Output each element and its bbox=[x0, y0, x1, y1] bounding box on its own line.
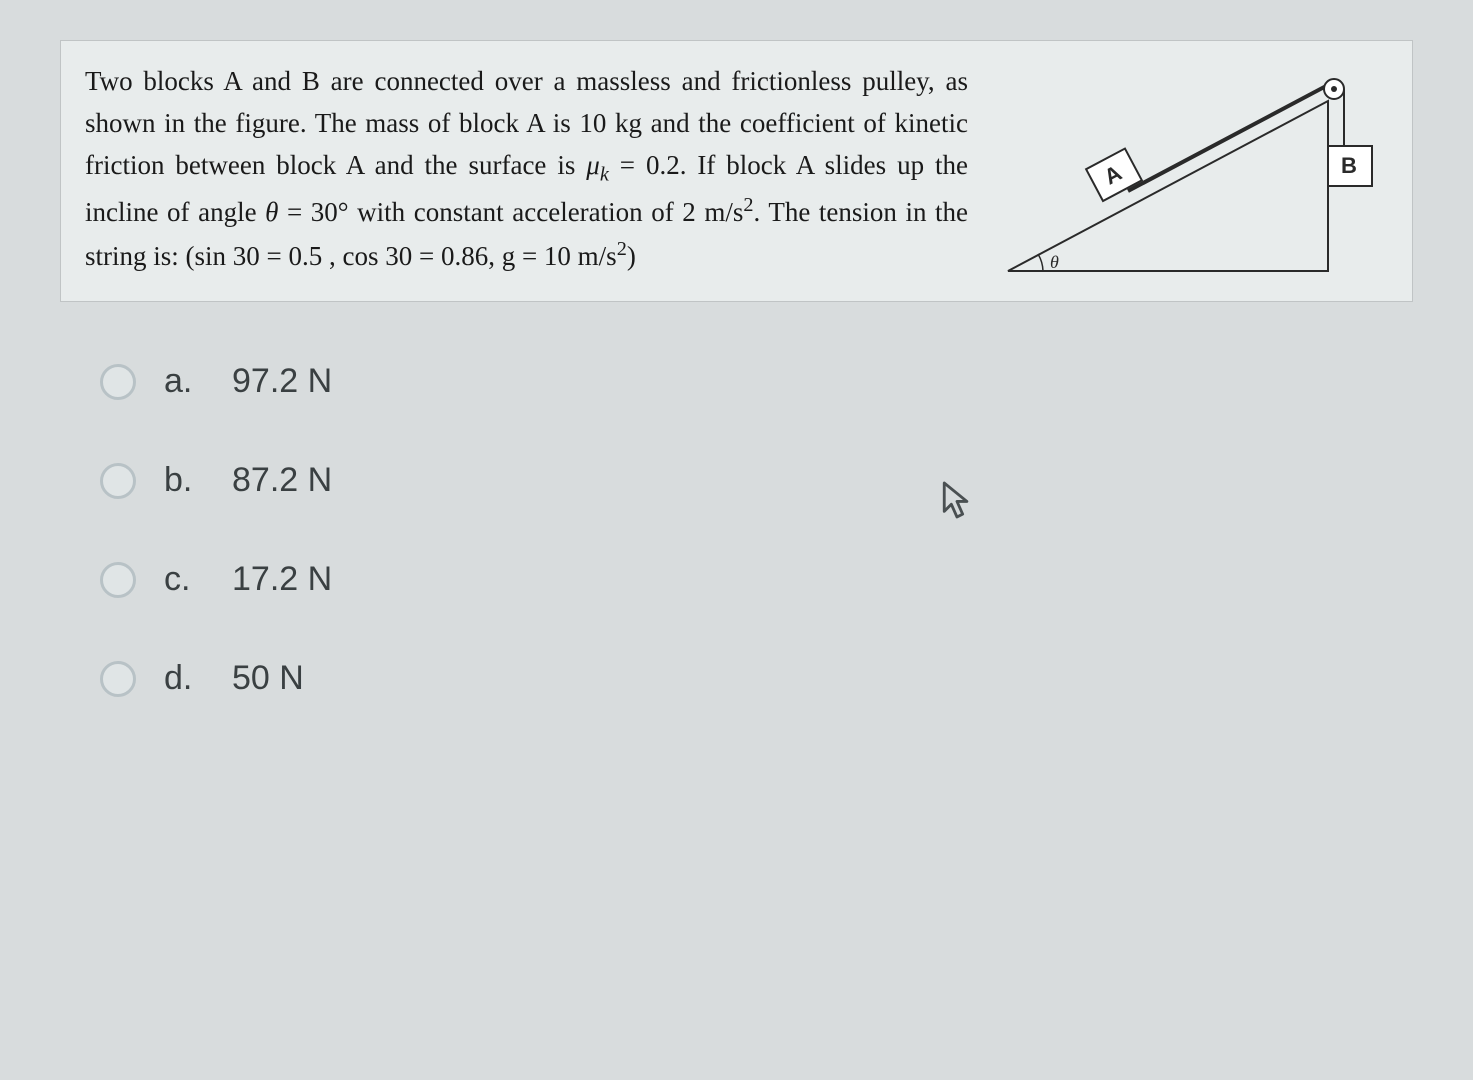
radio-icon[interactable] bbox=[100, 562, 136, 598]
options-list: a. 97.2 N b. 87.2 N c. 17.2 N d. 50 N bbox=[60, 362, 1413, 698]
radio-icon[interactable] bbox=[100, 661, 136, 697]
option-text: 17.2 N bbox=[232, 560, 332, 599]
option-text: 50 N bbox=[232, 659, 304, 698]
string-incline bbox=[1128, 85, 1328, 191]
squared-1: 2 bbox=[743, 194, 753, 216]
symbol-theta: θ bbox=[265, 197, 278, 227]
squared-2: 2 bbox=[617, 238, 627, 260]
option-letter: d. bbox=[164, 659, 204, 698]
option-row[interactable]: d. 50 N bbox=[100, 659, 1413, 698]
question-box: Two blocks A and B are connected over a … bbox=[60, 40, 1413, 302]
radio-icon[interactable] bbox=[100, 364, 136, 400]
block-b-label: B bbox=[1341, 153, 1357, 178]
incline-svg: θ A B bbox=[988, 71, 1388, 291]
angle-arc bbox=[1038, 254, 1043, 271]
option-letter: a. bbox=[164, 362, 204, 401]
incline-figure: θ A B bbox=[988, 61, 1388, 281]
block-b: B bbox=[1328, 146, 1372, 186]
option-row[interactable]: b. 87.2 N bbox=[100, 461, 1413, 500]
question-text: Two blocks A and B are connected over a … bbox=[85, 61, 968, 278]
radio-icon[interactable] bbox=[100, 463, 136, 499]
block-a: A bbox=[1086, 149, 1142, 201]
option-letter: c. bbox=[164, 560, 204, 599]
angle-label: θ bbox=[1050, 252, 1059, 272]
question-part-5: ) bbox=[627, 241, 636, 271]
cursor-icon bbox=[940, 480, 974, 520]
symbol-mu-sub: k bbox=[600, 163, 609, 185]
option-row[interactable]: c. 17.2 N bbox=[100, 560, 1413, 599]
question-part-3: = 30° with constant acceleration of 2 m/… bbox=[278, 197, 743, 227]
option-letter: b. bbox=[164, 461, 204, 500]
incline-triangle bbox=[1008, 101, 1328, 271]
option-row[interactable]: a. 97.2 N bbox=[100, 362, 1413, 401]
option-text: 97.2 N bbox=[232, 362, 332, 401]
option-text: 87.2 N bbox=[232, 461, 332, 500]
symbol-mu: μ bbox=[586, 150, 600, 180]
pulley-center bbox=[1331, 86, 1337, 92]
